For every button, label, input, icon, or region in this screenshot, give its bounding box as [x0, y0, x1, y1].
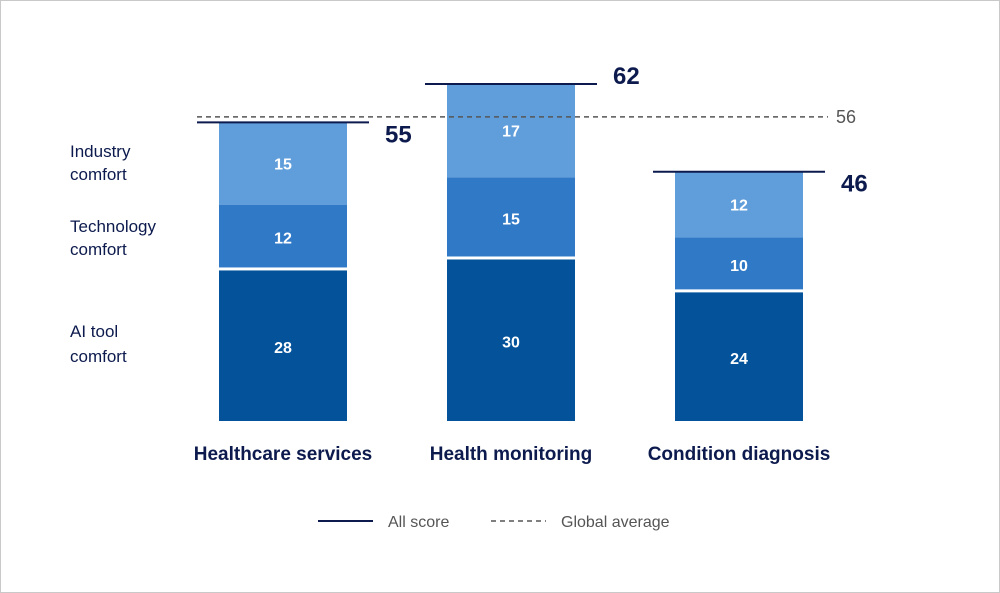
bar-segment — [675, 292, 803, 421]
bar-segment — [219, 122, 347, 205]
total-score-label: 55 — [385, 121, 412, 148]
bar-segment — [447, 259, 575, 421]
segment-value-label: 30 — [502, 335, 520, 352]
segment-value-label: 24 — [730, 351, 748, 368]
segment-value-label: 12 — [274, 231, 292, 248]
category-label: Healthcare services — [194, 444, 373, 465]
segment-value-label: 15 — [274, 157, 292, 174]
bar-segment — [219, 270, 347, 421]
bar-segment — [219, 204, 347, 268]
category-label: Condition diagnosis — [648, 444, 831, 465]
segment-value-label: 10 — [730, 258, 748, 275]
segment-value-label: 28 — [274, 340, 292, 357]
legend-global-average-label: Global average — [561, 514, 670, 531]
bar-segment — [447, 177, 575, 257]
legend-all-score-label: All score — [388, 514, 449, 531]
total-score-label: 62 — [613, 63, 640, 90]
category-label: Health monitoring — [430, 444, 593, 465]
series-label: comfort — [70, 347, 127, 366]
bar-segment — [447, 84, 575, 178]
bar-segment — [675, 171, 803, 238]
series-label: AI tool — [70, 322, 118, 341]
series-label: Technology — [70, 217, 157, 236]
segment-value-label: 12 — [730, 198, 748, 215]
series-label: comfort — [70, 165, 127, 184]
global-average-value: 56 — [836, 107, 856, 127]
series-label: comfort — [70, 240, 127, 259]
bar-segment — [675, 237, 803, 290]
segment-value-label: 17 — [502, 124, 520, 141]
series-label: Industry — [70, 142, 131, 161]
segment-value-label: 15 — [502, 211, 520, 228]
total-score-label: 46 — [841, 171, 868, 198]
